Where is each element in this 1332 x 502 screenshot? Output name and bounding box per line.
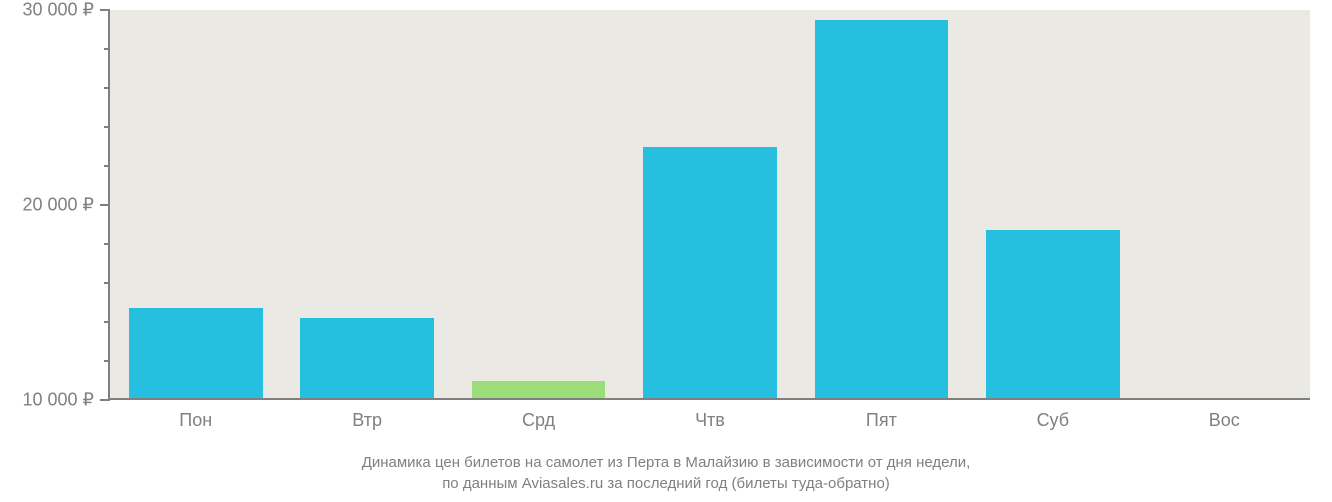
x-tick-label: Вос [1139, 410, 1310, 440]
bar [815, 20, 949, 400]
x-tick-label: Чтв [624, 410, 795, 440]
x-axis-line [108, 398, 1310, 400]
bar [300, 318, 434, 400]
x-axis-labels: ПонВтрСрдЧтвПятСубВос [110, 410, 1310, 440]
bar-slot [967, 10, 1138, 400]
x-tick-label: Срд [453, 410, 624, 440]
price-by-weekday-chart: 10 000 ₽20 000 ₽30 000 ₽ ПонВтрСрдЧтвПят… [0, 0, 1332, 502]
bar-slot [624, 10, 795, 400]
x-tick-label: Пят [796, 410, 967, 440]
chart-caption: Динамика цен билетов на самолет из Перта… [0, 452, 1332, 494]
y-axis: 10 000 ₽20 000 ₽30 000 ₽ [0, 10, 110, 400]
x-tick-label: Пон [110, 410, 281, 440]
bar-slot [1139, 10, 1310, 400]
bar [129, 308, 263, 400]
bar-slot [796, 10, 967, 400]
caption-line-1: Динамика цен билетов на самолет из Перта… [0, 452, 1332, 473]
bar [643, 147, 777, 401]
bar-slot [281, 10, 452, 400]
bar-slot [453, 10, 624, 400]
y-tick-label: 10 000 ₽ [22, 390, 94, 411]
bar [986, 230, 1120, 400]
bar-slot [110, 10, 281, 400]
y-tick-label: 30 000 ₽ [22, 0, 94, 21]
bars-container [110, 10, 1310, 400]
caption-line-2: по данным Aviasales.ru за последний год … [0, 473, 1332, 494]
y-tick-label: 20 000 ₽ [22, 195, 94, 216]
x-tick-label: Втр [281, 410, 452, 440]
x-tick-label: Суб [967, 410, 1138, 440]
